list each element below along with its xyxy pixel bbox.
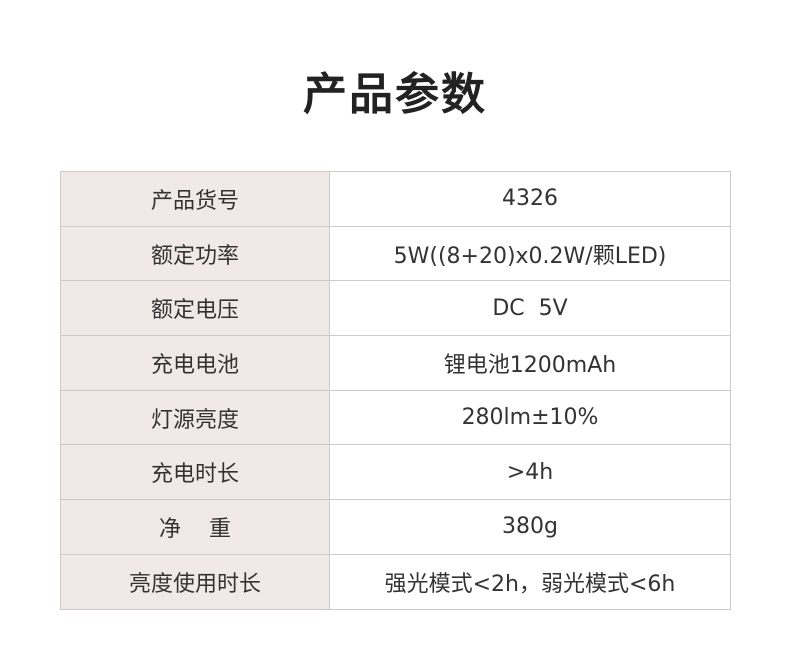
spec-value: >4h — [329, 444, 731, 501]
table-row: 额定电压 DC 5V — [60, 280, 731, 337]
spec-label: 净 重 — [60, 499, 330, 555]
spec-label: 亮度使用时长 — [60, 553, 330, 610]
table-row: 充电电池 锂电池1200mAh — [60, 335, 731, 391]
spec-label: 额定电压 — [60, 280, 330, 337]
table-row: 净 重 380g — [60, 499, 731, 555]
spec-value: 280lm±10% — [329, 389, 731, 446]
spec-label: 产品货号 — [60, 171, 330, 227]
table-row: 产品货号 4326 — [60, 171, 731, 227]
page-title: 产品参数 — [303, 69, 487, 120]
spec-value: 强光模式<2h，弱光模式<6h — [329, 553, 731, 610]
table-row: 额定功率 5W((8+20)x0.2W/颗LED) — [60, 225, 731, 282]
spec-value: 5W((8+20)x0.2W/颗LED) — [329, 225, 731, 282]
spec-value: 380g — [329, 499, 731, 555]
spec-table: 产品货号 4326 额定功率 5W((8+20)x0.2W/颗LED) 额定电压 DC 5… — [60, 171, 731, 610]
spec-label: 充电时长 — [60, 444, 330, 501]
spec-value: 4326 — [329, 171, 731, 227]
spec-label: 额定功率 — [60, 225, 330, 282]
spec-value: DC 5V — [329, 280, 731, 337]
table-row: 充电时长 >4h — [60, 444, 731, 501]
table-row: 亮度使用时长 强光模式<2h，弱光模式<6h — [60, 553, 731, 610]
spec-label: 灯源亮度 — [60, 389, 330, 446]
table-row: 灯源亮度 280lm±10% — [60, 389, 731, 446]
spec-value: 锂电池1200mAh — [329, 335, 731, 391]
spec-label: 充电电池 — [60, 335, 330, 391]
